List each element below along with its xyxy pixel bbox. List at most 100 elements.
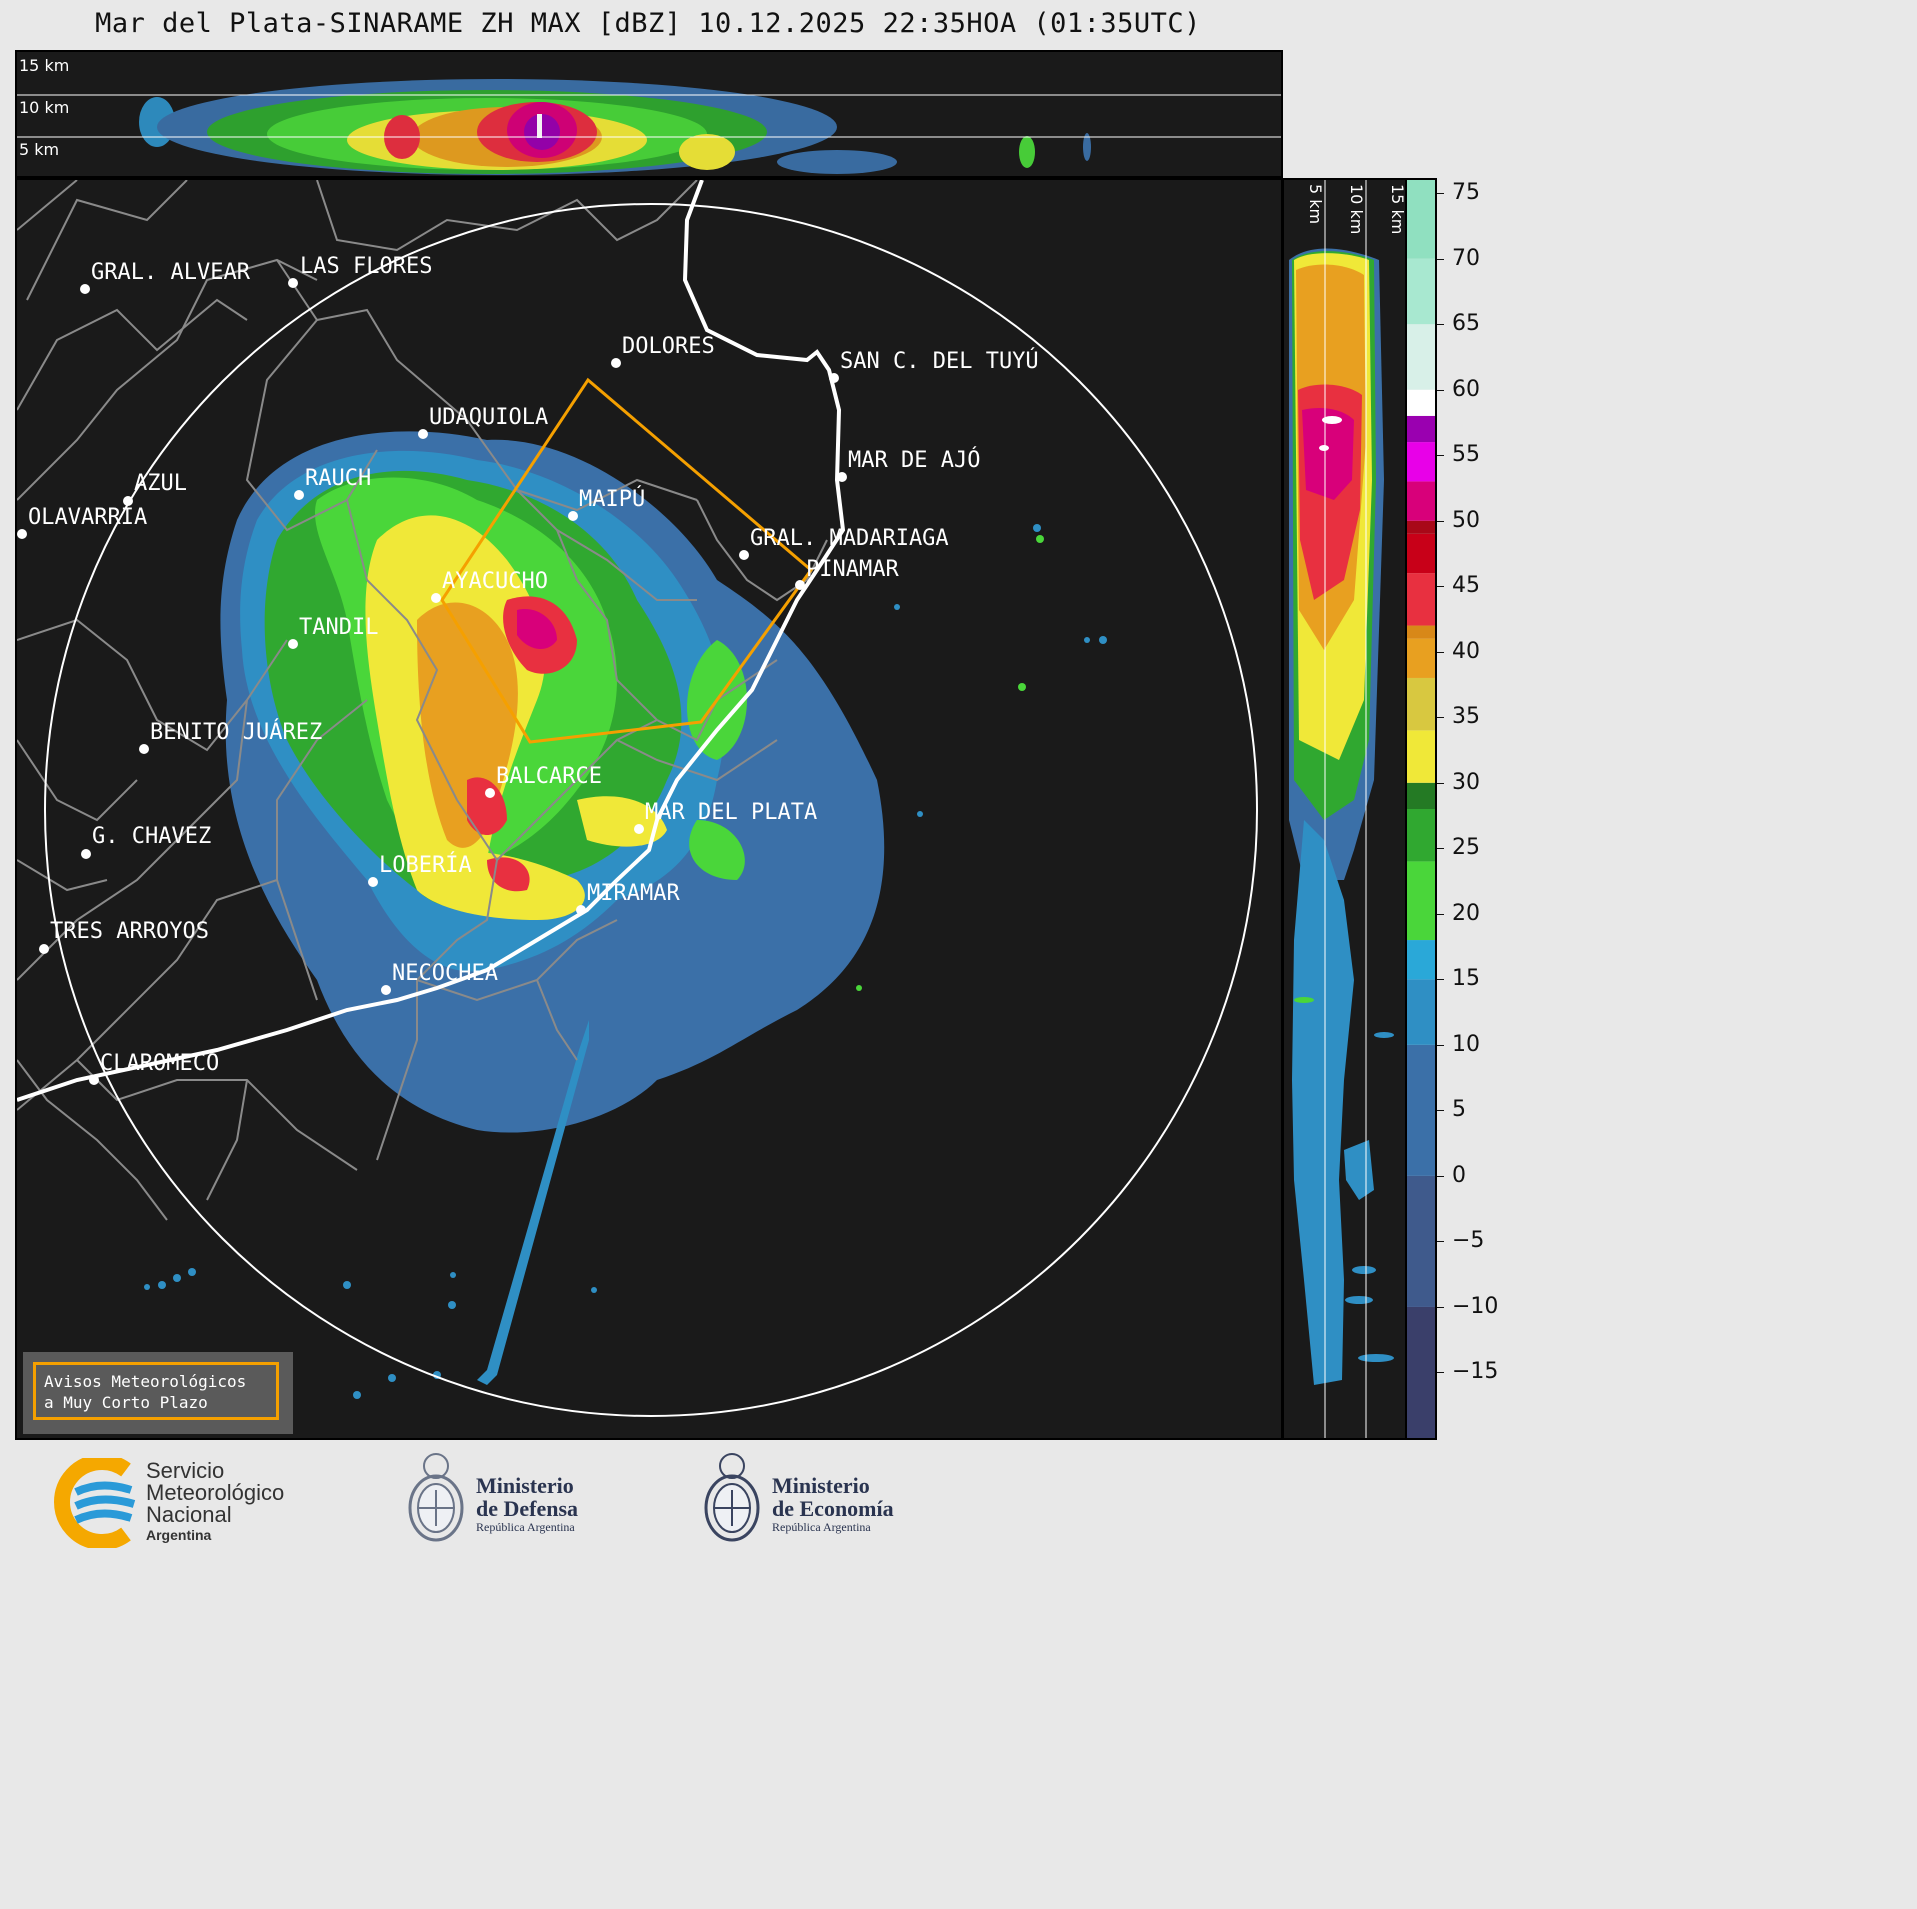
city-label-maipu: MAIPÚ: [579, 487, 646, 512]
smn-country: Argentina: [146, 1527, 212, 1543]
colorbar-tick: [1437, 913, 1444, 915]
colorbar-tick: [1437, 782, 1444, 784]
colorbar-segment: [1407, 258, 1435, 325]
top-altitude-label: 5 km: [19, 140, 60, 159]
city-dot: [17, 529, 27, 539]
warning-polygon: [440, 377, 814, 744]
city-dot: [81, 849, 91, 859]
colorbar-tick-label: 20: [1452, 900, 1480, 926]
district-boundaries: [17, 180, 828, 1221]
range-ring: [44, 203, 1258, 1417]
colorbar-tick: [1437, 193, 1444, 195]
radar-echo-layer: [17, 180, 1258, 1417]
colorbar-tick: [1437, 1241, 1444, 1243]
radar-map: GRAL. ALVEAR LAS FLORES DOLORES SAN C. D…: [15, 178, 1283, 1440]
colorbar-tick: [1437, 1175, 1444, 1177]
city-label-tres-arroyos: TRES ARROYOS: [50, 919, 209, 944]
colorbar-segment: [1407, 533, 1435, 574]
side-cross-section: 5 km 10 km 15 km: [1282, 178, 1407, 1440]
colorbar-tick-label: 5: [1452, 1097, 1466, 1123]
colorbar-tick-label: −15: [1452, 1359, 1499, 1385]
economia-coat-of-arms-icon: [704, 1453, 760, 1542]
smn-name-line: Nacional: [146, 1502, 232, 1527]
city-dot: [89, 1075, 99, 1085]
reflectivity-colorbar: [1405, 178, 1437, 1440]
city-label-claromeco: CLAROMECO: [100, 1051, 220, 1076]
city-label-udaquiola: UDAQUIOLA: [429, 405, 549, 430]
colorbar-tick: [1437, 455, 1444, 457]
warning-legend-frame: Avisos Meteorológicos a Muy Corto Plazo: [33, 1362, 279, 1420]
colorbar-tick-label: 25: [1452, 835, 1480, 861]
colorbar-tick: [1437, 848, 1444, 850]
city-label-ayacucho: AYACUCHO: [442, 569, 548, 594]
city-dot: [837, 472, 847, 482]
smn-name-line: Servicio: [146, 1458, 225, 1483]
city-label-g-chavez: G. CHAVEZ: [92, 824, 212, 849]
colorbar-segment: [1407, 415, 1435, 443]
coastline: [17, 180, 846, 1102]
colorbar-segment: [1407, 520, 1435, 534]
defensa-country: República Argentina: [476, 1520, 575, 1534]
city-label-tandil: TANDIL: [299, 615, 379, 640]
colorbar-tick: [1437, 586, 1444, 588]
colorbar-segment: [1407, 1306, 1435, 1438]
colorbar-segment: [1407, 782, 1435, 809]
city-dot: [288, 278, 298, 288]
colorbar-segment: [1407, 442, 1435, 482]
city-label-necochea: NECOCHEA: [392, 961, 498, 986]
colorbar-tick: [1437, 324, 1444, 326]
colorbar-segment: [1407, 481, 1435, 521]
colorbar-segment: [1407, 979, 1435, 1045]
colorbar-tick-label: 70: [1452, 245, 1480, 271]
colorbar-tick: [1437, 1110, 1444, 1112]
warning-legend-line1: Avisos Meteorológicos: [44, 1372, 247, 1391]
chart-title: Mar del Plata-SINARAME ZH MAX [dBZ] 10.1…: [95, 8, 1201, 39]
colorbar-tick: [1437, 1044, 1444, 1046]
colorbar-segment: [1407, 324, 1435, 390]
colorbar-segment: [1407, 180, 1435, 259]
colorbar-tick: [1437, 258, 1444, 260]
economia-line: de Economía: [772, 1496, 894, 1521]
city-dot: [381, 985, 391, 995]
colorbar-tick-label: 40: [1452, 638, 1480, 664]
city-label-rauch: RAUCH: [305, 466, 372, 491]
city-label-benito-juarez: BENITO JUÁREZ: [150, 720, 323, 745]
side-section-echo: [1289, 180, 1394, 1438]
economia-line: Ministerio: [772, 1473, 870, 1498]
colorbar-segment: [1407, 1044, 1435, 1176]
colorbar-segment: [1407, 625, 1435, 639]
colorbar-tick: [1437, 1372, 1444, 1374]
city-label-gral-alvear: GRAL. ALVEAR: [91, 260, 250, 285]
city-label-gral-madariaga: GRAL. MADARIAGA: [750, 526, 949, 551]
colorbar-tick: [1437, 1306, 1444, 1308]
side-altitude-label: 15 km: [1388, 184, 1407, 235]
city-label-san-c-del-tuyu: SAN C. DEL TUYÚ: [840, 349, 1039, 374]
colorbar-tick-label: 55: [1452, 442, 1480, 468]
city-dot: [634, 824, 644, 834]
colorbar-segment: [1407, 573, 1435, 626]
colorbar-tick-label: 30: [1452, 769, 1480, 795]
defensa-coat-of-arms-icon: [408, 1453, 464, 1542]
top-section-echo: [17, 79, 1281, 175]
colorbar-tick: [1437, 979, 1444, 981]
smn-logo-icon: [54, 1458, 136, 1548]
colorbar-tick: [1437, 520, 1444, 522]
colorbar-segment: [1407, 809, 1435, 862]
colorbar-tick: [1437, 651, 1444, 653]
city-dot: [829, 373, 839, 383]
colorbar-tick-label: 15: [1452, 966, 1480, 992]
reflectivity-field: [144, 431, 1107, 1399]
colorbar-tick-label: 45: [1452, 573, 1480, 599]
city-dot: [485, 788, 495, 798]
city-dot: [139, 744, 149, 754]
smn-name-line: Meteorológico: [146, 1480, 285, 1505]
city-label-azul: AZUL: [134, 471, 187, 496]
city-label-dolores: DOLORES: [622, 334, 715, 359]
economia-logo-text: Ministerio de Economía República Argenti…: [772, 1474, 894, 1534]
city-dot: [418, 429, 428, 439]
colorbar-segment: [1407, 1175, 1435, 1307]
colorbar-tick-label: 65: [1452, 311, 1480, 337]
city-label-las-flores: LAS FLORES: [300, 254, 433, 279]
city-label-olavarria: OLAVARRÍA: [28, 505, 148, 530]
city-dot: [368, 877, 378, 887]
